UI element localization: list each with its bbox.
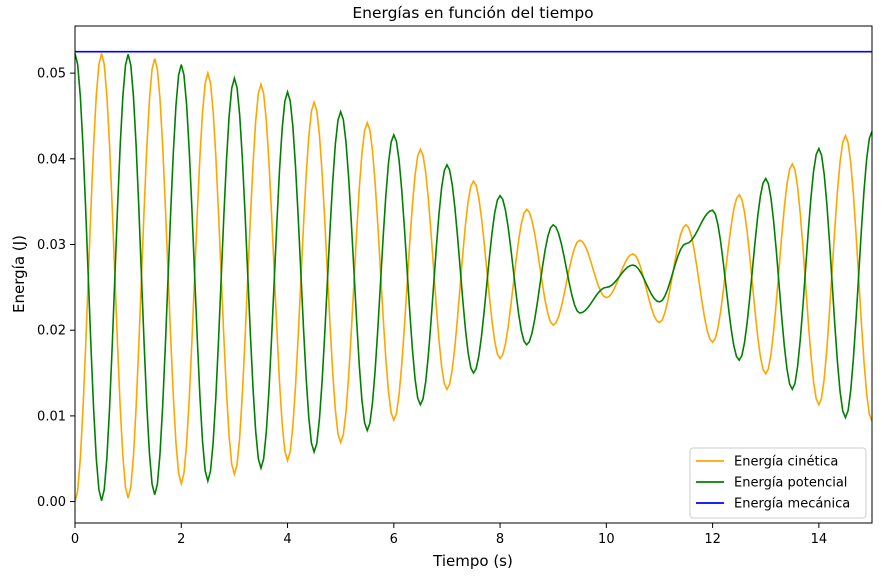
- y-tick-label: 0.03: [37, 238, 66, 253]
- x-tick-label: 2: [177, 532, 185, 547]
- y-tick-label: 0.02: [37, 324, 66, 339]
- axes-frame: [74, 25, 873, 524]
- y-tick-label: 0.00: [37, 495, 66, 510]
- series-line-1: [74, 53, 873, 502]
- legend-box: [689, 447, 867, 519]
- x-tick-label: 8: [496, 532, 504, 547]
- legend-label: Energía mecánica: [734, 497, 850, 512]
- axes-background: [75, 26, 872, 523]
- legend: Energía cinética Energía potencial Energía…: [689, 447, 867, 519]
- y-tick-label: 0.04: [37, 152, 66, 167]
- y-axis-label: Energía (J): [10, 235, 28, 313]
- x-tick-label: 10: [598, 532, 615, 547]
- x-tick-label: 12: [704, 532, 721, 547]
- x-tick-label: 6: [390, 532, 398, 547]
- chart-title: Energías en función del tiempo: [352, 4, 593, 22]
- y-axis: 0.00 0.01 0.02 0.03 0.04 0.05: [37, 67, 75, 510]
- plot-area: [74, 25, 873, 524]
- legend-label: Energía cinética: [734, 455, 838, 470]
- x-tick-label: 4: [283, 532, 291, 547]
- series-group: [74, 50, 873, 502]
- y-tick-label: 0.01: [37, 409, 66, 424]
- y-tick-label: 0.05: [37, 67, 66, 82]
- x-axis: 0 2 4 6 8 10 12 14: [71, 523, 827, 547]
- x-tick-label: 0: [71, 532, 79, 547]
- x-tick-label: 14: [811, 532, 828, 547]
- series-line-2: [74, 53, 873, 501]
- x-axis-label: Tiempo (s): [432, 552, 513, 570]
- legend-label: Energía potencial: [734, 476, 847, 491]
